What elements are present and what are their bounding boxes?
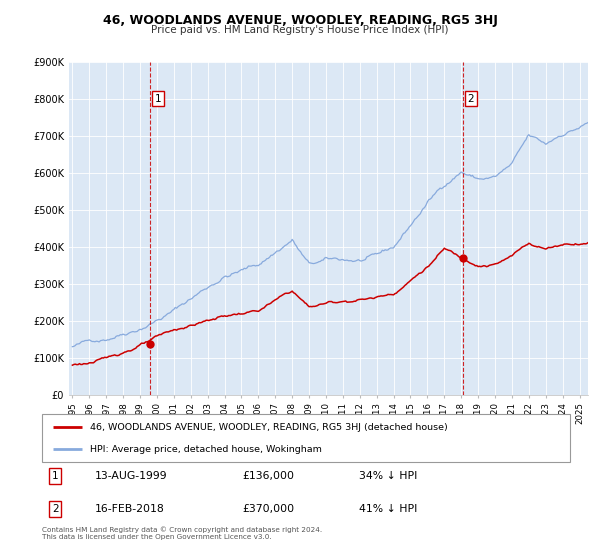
Text: 46, WOODLANDS AVENUE, WOODLEY, READING, RG5 3HJ (detached house): 46, WOODLANDS AVENUE, WOODLEY, READING, … xyxy=(89,423,447,432)
Text: 1: 1 xyxy=(52,471,59,481)
Text: 41% ↓ HPI: 41% ↓ HPI xyxy=(359,504,417,514)
Text: £370,000: £370,000 xyxy=(242,504,295,514)
Text: 2: 2 xyxy=(52,504,59,514)
Text: 16-FEB-2018: 16-FEB-2018 xyxy=(95,504,164,514)
Text: 1: 1 xyxy=(155,94,161,104)
Text: Contains HM Land Registry data © Crown copyright and database right 2024.
This d: Contains HM Land Registry data © Crown c… xyxy=(42,526,322,540)
Text: 46, WOODLANDS AVENUE, WOODLEY, READING, RG5 3HJ: 46, WOODLANDS AVENUE, WOODLEY, READING, … xyxy=(103,14,497,27)
Text: 2: 2 xyxy=(467,94,474,104)
Text: 34% ↓ HPI: 34% ↓ HPI xyxy=(359,471,417,481)
Text: Price paid vs. HM Land Registry's House Price Index (HPI): Price paid vs. HM Land Registry's House … xyxy=(151,25,449,35)
Text: 13-AUG-1999: 13-AUG-1999 xyxy=(95,471,167,481)
Text: £136,000: £136,000 xyxy=(242,471,295,481)
Text: HPI: Average price, detached house, Wokingham: HPI: Average price, detached house, Woki… xyxy=(89,445,322,454)
